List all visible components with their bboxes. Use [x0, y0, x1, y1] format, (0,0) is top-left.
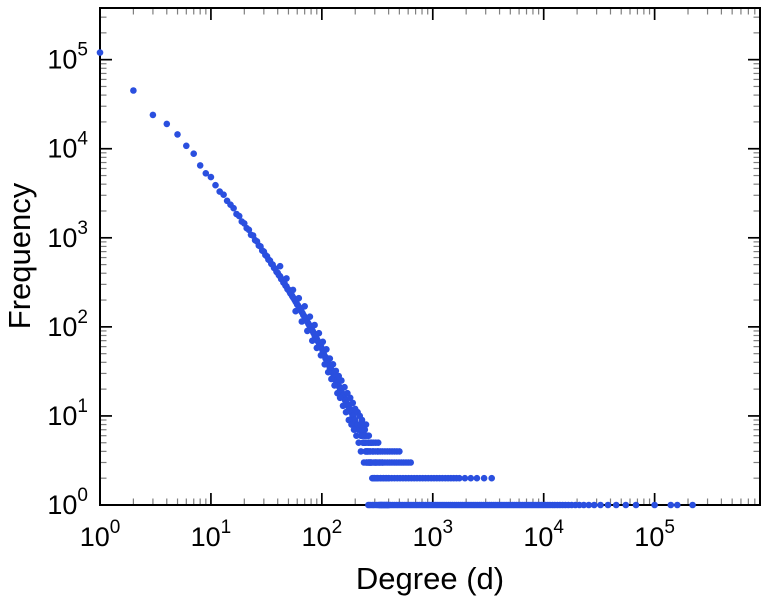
x-tick-labels: 100 101 102 103 104 105	[80, 517, 675, 552]
data-point	[338, 377, 345, 384]
data-point	[276, 262, 284, 270]
data-point	[580, 501, 588, 509]
data-point	[163, 120, 171, 128]
data-point	[667, 501, 675, 509]
data-point	[212, 181, 219, 189]
data-point	[196, 162, 204, 169]
y-tick-label: 104	[47, 129, 88, 164]
y-tick-label: 101	[47, 396, 88, 431]
scatter-points	[96, 49, 696, 509]
data-point	[456, 474, 463, 482]
data-point	[622, 501, 630, 509]
data-point	[313, 344, 321, 352]
data-point	[174, 131, 181, 138]
data-point	[149, 111, 157, 119]
data-point	[374, 439, 382, 447]
y-axis-label: Frequency	[2, 182, 37, 329]
y-tick-label: 105	[47, 40, 88, 75]
data-point	[488, 474, 496, 482]
data-point	[332, 367, 340, 375]
data-point	[306, 313, 314, 321]
data-point	[473, 474, 481, 482]
data-point	[348, 421, 355, 428]
data-point	[341, 383, 348, 391]
data-point	[365, 432, 373, 440]
data-point	[590, 501, 598, 509]
x-tick-label: 103	[412, 517, 453, 552]
data-point	[311, 321, 318, 329]
data-point	[220, 191, 227, 198]
x-tick-label: 102	[302, 517, 343, 552]
y-tick-labels: 100 101 102 103 104 105	[47, 40, 88, 520]
data-point	[315, 329, 323, 337]
data-point	[349, 399, 357, 407]
data-point	[329, 361, 337, 368]
y-tick-label: 103	[47, 218, 88, 253]
x-tick-label: 100	[80, 517, 121, 552]
x-tick-label: 101	[191, 517, 232, 552]
x-tick-label: 104	[523, 517, 564, 552]
data-point	[585, 501, 593, 509]
data-point	[632, 501, 640, 509]
data-point	[326, 355, 334, 362]
data-point	[235, 212, 243, 220]
x-axis-label: Degree (d)	[356, 561, 504, 596]
minor-ticks	[100, 8, 760, 505]
data-point	[396, 448, 403, 455]
data-point	[304, 327, 311, 335]
data-point	[339, 402, 347, 410]
data-point	[480, 474, 488, 482]
data-point	[292, 307, 299, 315]
data-point	[323, 346, 330, 353]
data-point	[190, 150, 197, 157]
data-point	[651, 501, 658, 509]
data-point	[461, 474, 469, 482]
data-point	[407, 459, 415, 466]
data-point	[355, 439, 363, 447]
x-tick-label: 105	[634, 517, 675, 552]
data-point	[362, 421, 370, 428]
data-point	[283, 275, 290, 282]
y-tick-label: 102	[47, 307, 88, 342]
data-point	[207, 173, 215, 181]
data-point	[331, 382, 338, 389]
data-point	[361, 426, 369, 434]
data-point	[130, 87, 137, 94]
data-point	[245, 226, 253, 234]
data-point	[357, 448, 365, 455]
data-point	[328, 375, 335, 383]
data-point	[467, 474, 475, 482]
major-ticks	[99, 8, 760, 506]
data-point	[674, 501, 681, 509]
data-point	[353, 432, 360, 440]
data-point	[96, 49, 104, 56]
data-point	[597, 501, 604, 509]
data-point	[612, 501, 620, 509]
data-point	[298, 318, 306, 325]
data-point	[301, 303, 309, 310]
data-point	[289, 286, 297, 294]
data-point	[346, 394, 354, 402]
y-tick-label: 100	[47, 485, 88, 520]
data-point	[321, 361, 329, 368]
data-point	[342, 408, 350, 416]
data-point	[202, 170, 210, 177]
data-point	[230, 204, 237, 212]
data-point	[324, 368, 332, 376]
data-point	[183, 142, 190, 150]
data-point	[309, 337, 316, 345]
data-point	[336, 394, 344, 402]
plot-background	[100, 8, 760, 505]
data-point	[604, 501, 612, 509]
data-point	[319, 338, 327, 346]
data-point	[357, 421, 365, 428]
data-point	[295, 294, 303, 302]
data-point	[689, 501, 696, 509]
data-point	[317, 352, 325, 359]
data-point	[350, 426, 358, 434]
